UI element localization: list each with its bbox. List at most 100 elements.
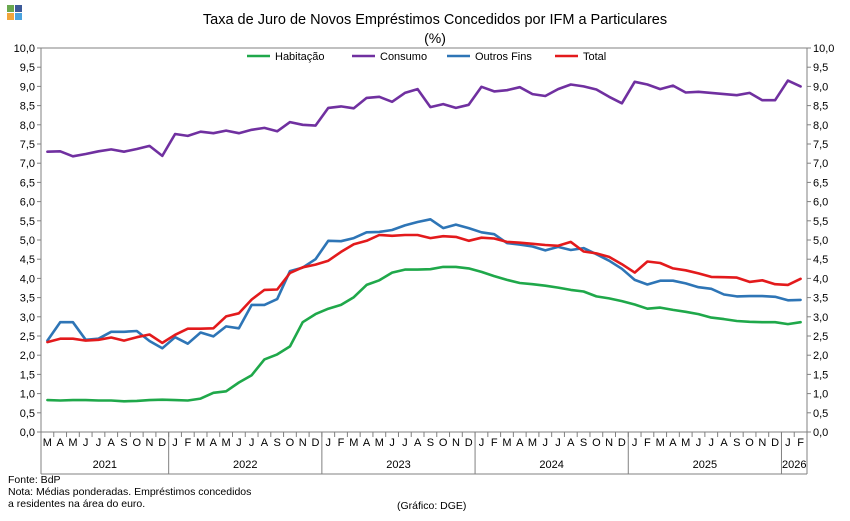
logo-square-1 [7,5,14,12]
x-month-label: J [709,437,715,449]
x-month-label: J [389,437,395,449]
y-tick-label-left: 1,0 [20,389,35,401]
y-tick-label-right: 8,0 [813,120,828,132]
x-month-label: S [120,437,127,449]
y-tick-label-right: 4,0 [813,273,828,285]
y-tick-label-left: 4,0 [20,273,35,285]
x-month-label: J [696,437,702,449]
legend-label-habitacao: Habitação [275,51,325,63]
y-tick-label-right: 0,5 [813,408,828,420]
y-tick-label-right: 3,5 [813,293,828,305]
x-month-label: S [733,437,740,449]
x-month-label: N [299,437,307,449]
y-tick-label-left: 6,5 [20,177,35,189]
chart-title: Taxa de Juro de Novos Empréstimos Conced… [203,12,667,28]
x-month-label: A [567,437,575,449]
y-tick-label-left: 2,0 [20,350,35,362]
x-month-label: M [43,437,52,449]
x-month-label: O [592,437,601,449]
x-month-label: J [479,437,485,449]
y-tick-label-right: 3,0 [813,312,828,324]
footnote-line-1: Nota: Médias ponderadas. Empréstimos con… [8,486,252,498]
y-tick-label-right: 0,0 [813,427,828,439]
x-month-label: S [427,437,434,449]
y-tick-label-right: 5,0 [813,235,828,247]
x-month-label: J [632,437,638,449]
y-tick-label-right: 2,0 [813,350,828,362]
x-month-label: S [274,437,281,449]
series-layer [46,79,802,403]
x-month-label: N [605,437,613,449]
x-month-label: J [83,437,89,449]
logo-square-2 [15,5,22,12]
x-month-label: M [68,437,77,449]
y-tick-label-left: 9,0 [20,81,35,93]
x-month-label: J [96,437,102,449]
dge-logo [7,5,23,21]
y-tick-label-left: 5,0 [20,235,35,247]
y-tick-label-left: 7,5 [20,139,35,151]
y-tick-label-left: 10,0 [14,43,35,55]
x-month-label: J [543,437,549,449]
x-month-label: D [618,437,626,449]
y-tick-label-right: 9,0 [813,81,828,93]
x-month-label: J [172,437,178,449]
x-month-label: A [56,437,64,449]
x-month-label: A [669,437,677,449]
x-year-label: 2025 [693,459,717,471]
x-month-label: D [158,437,166,449]
footer-notes: Fonte: BdP Nota: Médias ponderadas. Empr… [8,474,251,510]
y-tick-label-right: 4,5 [813,254,828,266]
y-tick-label-left: 5,5 [20,216,35,228]
x-month-label: D [465,437,473,449]
series-line-consumo [46,79,802,158]
x-month-label: A [414,437,422,449]
x-month-label: N [146,437,154,449]
x-month-label: A [261,437,269,449]
x-year-label: 2022 [233,459,257,471]
legend-label-consumo: Consumo [380,51,427,63]
legend-label-total: Total [583,51,606,63]
x-year-label: 2026 [782,459,806,471]
y-tick-label-right: 6,5 [813,177,828,189]
x-month-label: M [528,437,537,449]
y-tick-label-right: 6,0 [813,197,828,209]
y-tick-label-right: 1,5 [813,369,828,381]
chart-frame [40,47,808,433]
y-tick-label-left: 0,5 [20,408,35,420]
x-month-label: J [555,437,561,449]
x-month-label: M [375,437,384,449]
series-line-outros-fins [46,218,802,350]
x-month-label: F [184,437,191,449]
y-tick-label-left: 4,5 [20,254,35,266]
series-line-habitacao [46,265,802,403]
y-tick-label-left: 1,5 [20,369,35,381]
legend-label-outros-fins: Outros Fins [475,51,532,63]
y-tick-label-right: 7,5 [813,139,828,151]
y-tick-label-right: 8,5 [813,101,828,113]
x-month-label: A [720,437,728,449]
x-month-label: A [210,437,218,449]
chart-subtitle: (%) [424,30,446,46]
y-tick-label-right: 2,5 [813,331,828,343]
x-month-label: S [580,437,587,449]
x-month-label: O [132,437,141,449]
x-month-label: M [349,437,358,449]
y-tick-label-left: 7,0 [20,158,35,170]
x-month-label: A [516,437,524,449]
x-year-label: 2024 [539,459,563,471]
x-month-label: F [644,437,651,449]
legend: Habitação Consumo Outros Fins Total [247,51,606,63]
x-month-label: D [312,437,320,449]
x-month-label: J [402,437,408,449]
logo-square-4 [15,13,22,20]
x-month-label: O [286,437,295,449]
y-tick-label-left: 3,0 [20,312,35,324]
x-month-label: A [108,437,116,449]
y-tick-label-left: 9,5 [20,62,35,74]
y-tick-label-left: 6,0 [20,197,35,209]
x-month-label: M [502,437,511,449]
x-month-label: J [249,437,255,449]
y-tick-label-right: 7,0 [813,158,828,170]
y-tick-label-right: 9,5 [813,62,828,74]
